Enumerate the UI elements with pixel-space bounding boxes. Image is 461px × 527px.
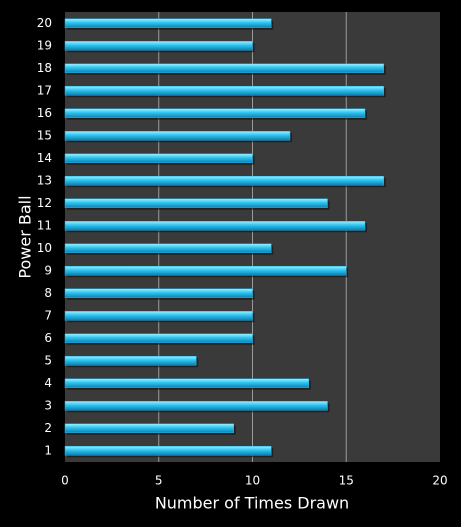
bar bbox=[64, 176, 384, 186]
bar bbox=[64, 63, 384, 73]
bar bbox=[64, 266, 347, 276]
y-tick-label: 4 bbox=[44, 376, 52, 390]
y-tick-label: 13 bbox=[37, 173, 52, 187]
y-tick-label: 5 bbox=[44, 353, 52, 367]
x-tick-label: 0 bbox=[61, 474, 69, 488]
x-tick-label: 15 bbox=[339, 474, 354, 488]
bar bbox=[64, 401, 328, 411]
bar bbox=[64, 333, 253, 343]
y-tick-label: 11 bbox=[37, 218, 52, 232]
bar bbox=[64, 18, 272, 28]
y-tick-label: 3 bbox=[44, 398, 52, 412]
y-tick-label: 18 bbox=[37, 61, 52, 75]
x-tick-label: 20 bbox=[432, 474, 447, 488]
y-tick-label: 19 bbox=[37, 38, 52, 52]
bar bbox=[64, 86, 384, 96]
bar bbox=[64, 311, 253, 321]
y-tick-label: 10 bbox=[37, 241, 52, 255]
bar bbox=[64, 198, 328, 208]
bar bbox=[64, 378, 309, 388]
y-tick-label: 1 bbox=[44, 443, 52, 457]
bar bbox=[64, 243, 272, 253]
bar bbox=[64, 41, 253, 51]
bar bbox=[64, 446, 272, 456]
bar bbox=[64, 288, 253, 298]
bar bbox=[64, 356, 197, 366]
bar bbox=[64, 221, 366, 231]
y-tick-label: 8 bbox=[44, 286, 52, 300]
y-tick-label: 6 bbox=[44, 331, 52, 345]
y-axis-title: Power Ball bbox=[16, 195, 35, 278]
y-tick-label: 16 bbox=[37, 106, 52, 120]
bar bbox=[64, 423, 234, 433]
y-tick-label: 17 bbox=[37, 83, 52, 97]
y-tick-label: 7 bbox=[44, 308, 52, 322]
x-tick-label: 10 bbox=[245, 474, 260, 488]
y-tick-label: 9 bbox=[44, 263, 52, 277]
bar bbox=[64, 131, 291, 141]
bar bbox=[64, 108, 366, 118]
y-tick-label: 12 bbox=[37, 196, 52, 210]
y-tick-label: 20 bbox=[37, 16, 52, 30]
y-tick-label: 15 bbox=[37, 128, 52, 142]
x-axis-title: Number of Times Drawn bbox=[155, 494, 349, 513]
y-tick-label: 2 bbox=[44, 421, 52, 435]
y-tick-label: 14 bbox=[37, 151, 52, 165]
bar bbox=[64, 153, 253, 163]
x-tick-label: 5 bbox=[155, 474, 163, 488]
